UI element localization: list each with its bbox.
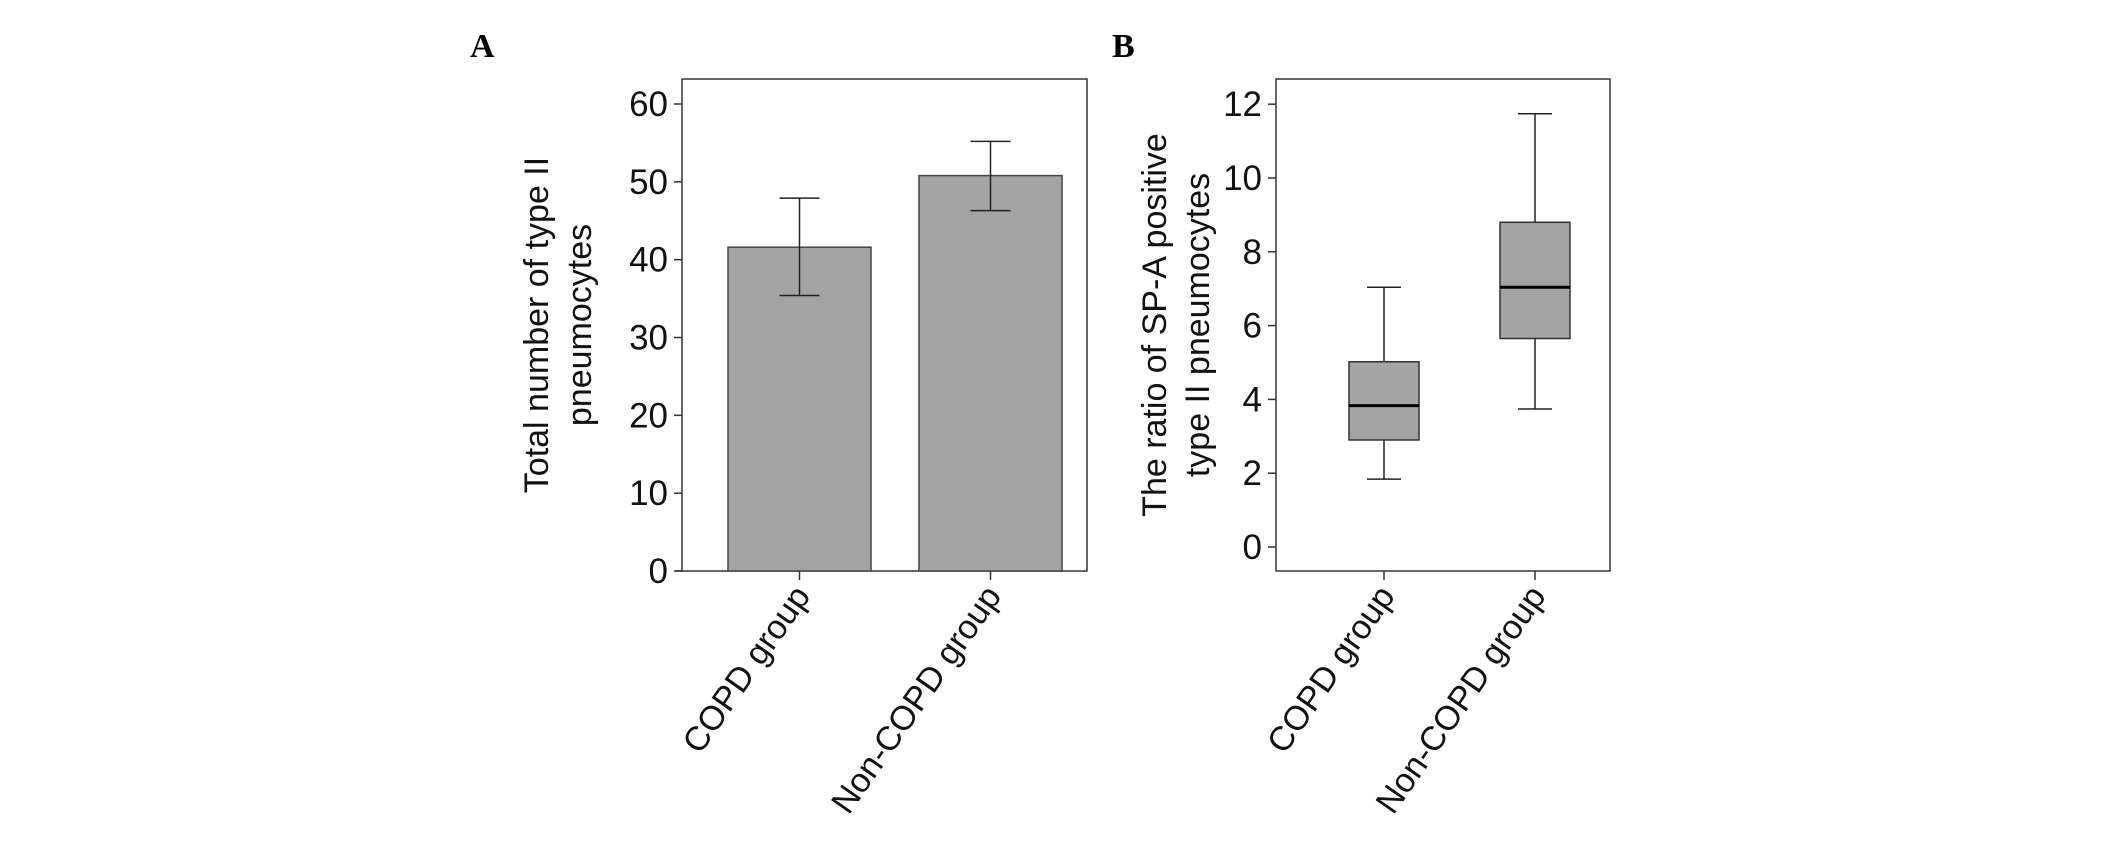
plot-frame-a [681, 78, 1088, 572]
panel-label-b: B [1112, 28, 1135, 65]
y-tick-label: 0 [649, 552, 668, 591]
y-axis-label-b-line2: type II pneumocytes [1179, 173, 1217, 477]
box [1499, 221, 1571, 340]
bar-chart-a: Total number of type II pneumocytes 0 10 2… [518, 78, 1088, 821]
y-tick-label: 8 [1243, 233, 1262, 272]
x-tick-label: COPD group [675, 579, 818, 760]
y-tick-label: 60 [629, 85, 668, 124]
y-tick-label: 12 [1223, 85, 1262, 124]
box [1348, 361, 1420, 441]
y-tick-label: 4 [1243, 380, 1262, 419]
y-tick-label: 10 [629, 474, 668, 513]
panel-label-a: A [470, 28, 495, 65]
y-axis-label-a-line1: Total number of type II [518, 157, 556, 493]
y-tick-label: 0 [1243, 528, 1262, 567]
x-tick-label: Non-COPD group [1369, 579, 1554, 821]
y-tick-label: 30 [629, 319, 668, 358]
y-tick-label: 50 [629, 163, 668, 202]
y-tick-label: 6 [1243, 307, 1262, 346]
y-axis-label-b-line1: The ratio of SP-A positive [1136, 133, 1174, 517]
y-tick-label: 40 [629, 241, 668, 280]
bar [918, 174, 1063, 572]
y-axis-label-a-line2: pneumocytes [561, 224, 599, 426]
box-plot-b: The ratio of SP-A positive type II pneum… [1136, 78, 1611, 821]
x-tick-label: COPD group [1260, 579, 1403, 760]
y-tick-label: 2 [1243, 454, 1262, 493]
x-tick-label: Non-COPD group [824, 579, 1009, 821]
y-tick-label: 10 [1223, 159, 1262, 198]
y-tick-label: 20 [629, 396, 668, 435]
